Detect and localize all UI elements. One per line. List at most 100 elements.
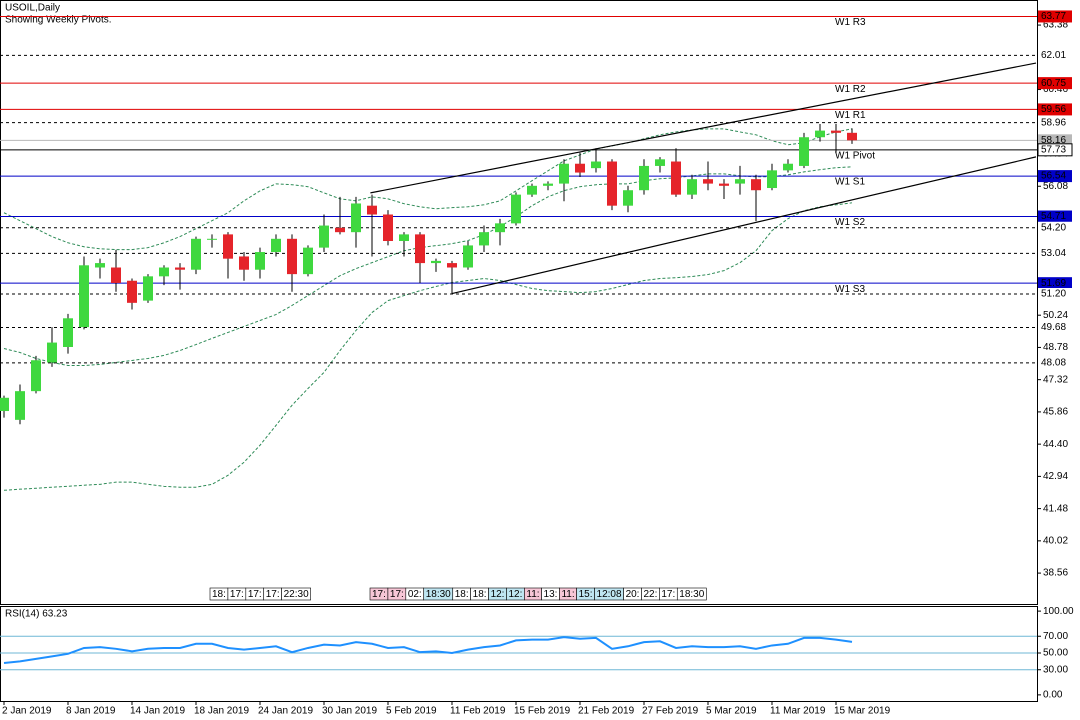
candle-body: [15, 391, 25, 420]
level-name: W1 R2: [835, 84, 866, 95]
event-marker-label: 18:: [473, 589, 487, 600]
level-value-box: [1038, 116, 1072, 129]
chart-title: USOIL,Daily: [5, 3, 60, 14]
level-name: W1 S2: [835, 217, 865, 228]
candle-body: [63, 318, 73, 347]
y-tick-label: 44.40: [1043, 439, 1068, 450]
level-value-box: [1038, 221, 1072, 234]
event-marker-label: 13:: [544, 589, 558, 600]
candle-body: [463, 245, 473, 268]
x-tick-label: 11 Mar 2019: [770, 706, 826, 717]
y-tick-label: 50.24: [1043, 310, 1068, 321]
x-tick-label: 21 Feb 2019: [578, 706, 635, 717]
event-marker-label: 17:: [248, 589, 262, 600]
event-marker-label: 20:: [626, 589, 640, 600]
candle-body: [511, 194, 521, 224]
candle-body: [143, 276, 153, 301]
y-tick-label: 0.00: [1043, 690, 1063, 701]
rsi-line: [3, 636, 853, 665]
candle-body: [303, 247, 313, 275]
level-value-label: 59.56: [1041, 104, 1066, 115]
event-marker-label: 17:: [372, 589, 386, 600]
x-tick-label: 5 Feb 2019: [386, 706, 437, 717]
y-tick-label: 56.08: [1043, 181, 1068, 192]
candle-body: [495, 223, 505, 233]
candle-body: [703, 179, 713, 184]
x-tick-label: 5 Mar 2019: [706, 706, 757, 717]
trendline: [370, 62, 1037, 194]
level-name: W1 R1: [835, 110, 866, 121]
y-tick-label: 63.38: [1043, 20, 1068, 31]
level-value-label: 58.16: [1041, 135, 1066, 146]
candle-body: [847, 132, 857, 141]
candle-body: [191, 238, 201, 270]
candle-body: [591, 161, 601, 169]
x-tick-label: 8 Jan 2019: [66, 706, 116, 717]
level-value-box: [1038, 10, 1072, 23]
candle-body: [415, 234, 425, 264]
price-panel-frame: [0, 0, 1038, 605]
event-marker-label: 11:: [561, 589, 574, 600]
event-marker-label: 18:: [212, 589, 226, 600]
candle-body: [687, 179, 697, 195]
event-marker-label: 17:: [390, 589, 404, 600]
level-value-box: [1038, 287, 1072, 300]
candle-body: [431, 260, 441, 264]
event-marker-label: 15:: [579, 589, 593, 600]
level-value-box: [1038, 77, 1072, 90]
level-name: W1 S3: [835, 284, 865, 295]
candle-body: [351, 203, 361, 233]
level-value-box: [1038, 247, 1072, 260]
level-name: W1 R3: [835, 17, 866, 28]
y-tick-label: 40.02: [1043, 535, 1068, 546]
x-tick-label: 18 Jan 2019: [194, 706, 249, 717]
candle-body: [607, 161, 617, 206]
level-value-box: [1038, 170, 1072, 183]
level-value-box: [1038, 103, 1072, 116]
y-tick-label: 47.32: [1043, 374, 1068, 385]
level-value-box: [1038, 277, 1072, 290]
event-marker: [676, 587, 707, 601]
x-tick-label: 15 Mar 2019: [834, 706, 891, 717]
y-tick-label: 30.00: [1043, 664, 1068, 675]
candle-body: [623, 190, 633, 206]
level-value-label: 48.08: [1041, 358, 1066, 369]
event-marker-label: 11:: [526, 589, 539, 600]
event-marker-label: 18:30: [679, 589, 704, 600]
y-tick-label: 41.48: [1043, 503, 1068, 514]
rsi-title: RSI(14) 63.23: [5, 609, 68, 620]
candle-body: [543, 183, 553, 186]
x-tick-label: 14 Jan 2019: [130, 706, 185, 717]
candle-body: [479, 232, 489, 246]
y-tick-label: 70.00: [1043, 631, 1068, 642]
candle-body: [127, 280, 137, 303]
event-marker-label: 22:: [643, 589, 657, 600]
rsi-panel-frame: [0, 606, 1038, 702]
candle-body: [47, 342, 57, 363]
event-marker-label: 17:: [266, 589, 280, 600]
candle-body: [367, 205, 377, 215]
candle-body: [79, 265, 89, 328]
y-tick-label: 38.56: [1043, 568, 1068, 579]
candle-body: [719, 183, 729, 186]
candle-body: [159, 267, 169, 277]
y-tick-label: 100.00: [1043, 606, 1074, 617]
event-marker-label: 17:: [230, 589, 244, 600]
trendline: [451, 156, 1037, 295]
candle-body: [783, 163, 793, 171]
level-value-box: [1038, 356, 1072, 369]
level-value-label: 58.96: [1041, 117, 1066, 128]
candle-body: [239, 256, 249, 270]
chart-subtitle: Showing Weekly Pivots.: [5, 15, 112, 26]
candle-body: [95, 263, 105, 268]
level-value-box: [1038, 210, 1072, 223]
band-upper: [3, 128, 853, 251]
event-marker-label: 22:30: [284, 589, 309, 600]
candle-body: [31, 360, 41, 392]
event-marker-label: 18:: [455, 589, 469, 600]
candle-body: [271, 238, 281, 253]
band-lower: [3, 202, 853, 491]
x-tick-label: 15 Feb 2019: [514, 706, 571, 717]
candle-body: [799, 137, 809, 166]
